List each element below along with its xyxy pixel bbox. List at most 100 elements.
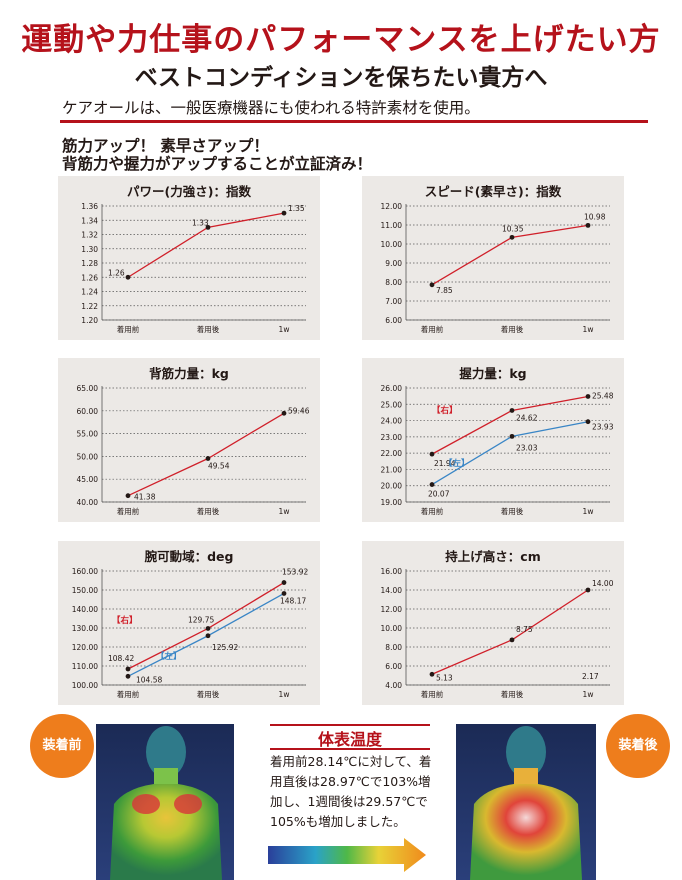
data-label: 1.26 [108, 268, 125, 277]
temperature-text-line: 着用前28.14℃に対して、着 [270, 754, 432, 769]
y-tick-label: 7.00 [385, 297, 402, 306]
x-tick-label: 1w [583, 507, 594, 516]
data-label: 41.38 [134, 493, 156, 502]
data-point [125, 493, 131, 499]
x-tick-label: 着用前 [421, 506, 444, 516]
y-tick-label: 19.00 [381, 498, 403, 507]
series-line [127, 412, 285, 497]
y-tick-label: 23.00 [381, 433, 403, 442]
y-tick-label: 8.00 [385, 278, 402, 287]
x-tick-label: 着用後 [501, 689, 524, 699]
thermal-figure-after [456, 724, 596, 880]
y-tick-label: 14.00 [381, 586, 403, 595]
series-line [431, 224, 589, 286]
y-tick-label: 130.00 [72, 624, 98, 633]
data-point [429, 451, 435, 457]
data-label: 21.94 [434, 459, 456, 468]
grip-chart: 握力量：kg 19.00 20.00 21.00 22.00 23.00 24.00 25.0… [381, 366, 614, 516]
data-label: 10.98 [584, 212, 606, 221]
temperature-bottom-rule [270, 748, 430, 750]
data-point [509, 433, 515, 439]
data-point [429, 482, 435, 487]
x-tick-label: 着用前 [421, 324, 444, 334]
y-tick-label: 40.00 [77, 498, 99, 507]
y-tick-label: 6.00 [385, 662, 402, 671]
data-point [205, 456, 211, 461]
before-badge: 装着前 [30, 714, 94, 778]
chart-annotation: 2.17 [582, 672, 599, 681]
data-point [125, 666, 131, 672]
series-name-label: 【右】 [432, 405, 458, 416]
y-tick-label: 16.00 [381, 567, 403, 576]
data-point [281, 591, 287, 596]
data-point [281, 410, 287, 416]
data-label: 49.54 [208, 461, 230, 470]
data-point [429, 671, 435, 677]
y-tick-label: 1.20 [81, 316, 98, 325]
data-point [205, 626, 211, 631]
temperature-text-line: 105%も増加しました。 [270, 814, 406, 829]
data-label: 104.58 [136, 675, 162, 684]
y-tick-label: 110.00 [72, 662, 98, 671]
data-point [125, 274, 131, 280]
claim-line-2: 背筋力や握力がアップすることが立証済み！ [62, 155, 373, 173]
data-label: 23.03 [516, 443, 538, 452]
y-tick-label: 10.00 [381, 624, 403, 633]
temperature-text-line: 用直後は28.97℃で103%増 [270, 774, 431, 789]
x-tick-label: 着用後 [501, 324, 524, 334]
y-tick-label: 55.00 [77, 430, 99, 439]
chart-title: 背筋力量：kg [149, 366, 229, 381]
chart-title: 握力量：kg [459, 366, 526, 381]
series-name-label: 【右】 [112, 615, 138, 626]
back-strength-chart: 背筋力量：kg 40.00 45.00 50.00 55.00 60.00 65.00 着用前… [77, 366, 310, 516]
y-tick-label: 4.00 [385, 681, 402, 690]
data-point [125, 673, 131, 679]
x-tick-label: 着用後 [197, 324, 220, 334]
x-tick-label: 1w [583, 325, 594, 334]
y-tick-label: 8.00 [385, 643, 402, 652]
y-tick-label: 1.34 [81, 216, 98, 225]
data-label: 125.92 [212, 643, 238, 652]
thermal-figure-before [96, 724, 234, 880]
series-line [127, 581, 285, 670]
x-tick-label: 着用前 [421, 689, 444, 699]
chart-panel-lift-height: 持上げ高さ：cm 4.00 6.00 8.00 10.00 12.00 14.00 16.00… [362, 541, 624, 705]
data-label: 7.85 [436, 286, 453, 295]
data-label: 1.35 [288, 204, 305, 213]
data-point [509, 408, 515, 413]
data-label: 8.75 [516, 625, 533, 634]
data-point [281, 210, 287, 216]
y-tick-label: 22.00 [381, 449, 403, 458]
y-tick-label: 12.00 [381, 605, 403, 614]
data-label: 148.17 [280, 596, 306, 605]
after-badge: 装着後 [606, 714, 670, 778]
data-point [509, 637, 515, 643]
chart-panel-grip: 握力量：kg 19.00 20.00 21.00 22.00 23.00 24.00 25.0… [362, 358, 624, 522]
y-tick-label: 45.00 [77, 475, 99, 484]
y-tick-label: 140.00 [72, 605, 98, 614]
arm-range-chart: 腕可動域：deg 100.00 110.00 120.00 130.00 140.00 15… [72, 549, 309, 699]
data-label: 129.75 [188, 615, 214, 624]
data-label: 20.07 [428, 490, 450, 499]
y-tick-label: 1.32 [81, 231, 98, 240]
y-tick-label: 50.00 [77, 452, 99, 461]
data-point [585, 587, 591, 593]
data-label: 59.46 [288, 406, 310, 415]
data-label: 153.92 [282, 568, 308, 577]
y-tick-label: 120.00 [72, 643, 98, 652]
data-point [281, 580, 287, 585]
y-tick-label: 160.00 [72, 567, 98, 576]
series-line [431, 589, 589, 675]
y-tick-label: 100.00 [72, 681, 98, 690]
series-name-label: 【左】 [444, 458, 470, 469]
x-tick-label: 1w [583, 690, 594, 699]
data-label: 24.62 [516, 413, 538, 422]
x-tick-label: 着用前 [117, 506, 140, 516]
temperature-top-rule [270, 724, 430, 726]
y-tick-label: 21.00 [381, 465, 403, 474]
x-tick-label: 着用後 [501, 506, 524, 516]
thermal-image-after [456, 724, 596, 880]
x-tick-label: 着用前 [117, 689, 140, 699]
y-tick-label: 10.00 [381, 240, 403, 249]
y-tick-label: 11.00 [381, 221, 403, 230]
